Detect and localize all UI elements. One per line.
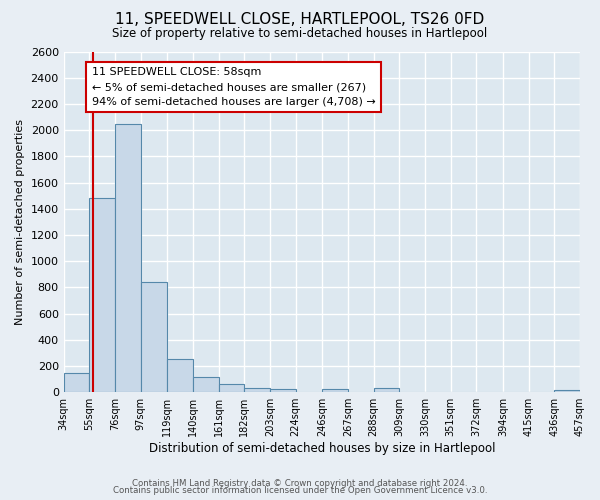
Bar: [218, 384, 244, 392]
Bar: [115, 124, 140, 392]
Bar: [167, 359, 193, 392]
Bar: [244, 388, 270, 392]
Text: 11 SPEEDWELL CLOSE: 58sqm
← 5% of semi-detached houses are smaller (267)
94% of : 11 SPEEDWELL CLOSE: 58sqm ← 5% of semi-d…: [92, 67, 376, 107]
X-axis label: Distribution of semi-detached houses by size in Hartlepool: Distribution of semi-detached houses by …: [149, 442, 495, 455]
Bar: [193, 377, 218, 392]
Bar: [64, 372, 89, 392]
Bar: [554, 390, 580, 392]
Text: Contains HM Land Registry data © Crown copyright and database right 2024.: Contains HM Land Registry data © Crown c…: [132, 478, 468, 488]
Y-axis label: Number of semi-detached properties: Number of semi-detached properties: [15, 119, 25, 325]
Bar: [374, 388, 400, 392]
Text: 11, SPEEDWELL CLOSE, HARTLEPOOL, TS26 0FD: 11, SPEEDWELL CLOSE, HARTLEPOOL, TS26 0F…: [115, 12, 485, 28]
Bar: [322, 389, 348, 392]
Text: Size of property relative to semi-detached houses in Hartlepool: Size of property relative to semi-detach…: [112, 28, 488, 40]
Bar: [140, 282, 167, 392]
Text: Contains public sector information licensed under the Open Government Licence v3: Contains public sector information licen…: [113, 486, 487, 495]
Bar: [270, 389, 296, 392]
Bar: [89, 198, 115, 392]
